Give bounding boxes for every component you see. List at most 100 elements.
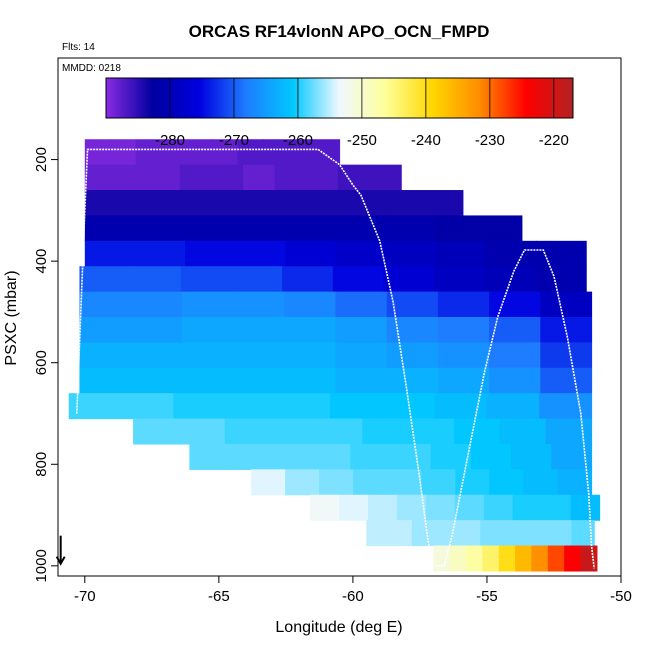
heatmap-cell xyxy=(212,139,239,166)
heatmap-cell xyxy=(525,520,550,547)
colorbar-gradient xyxy=(105,77,574,119)
heatmap-cell xyxy=(181,342,234,369)
colorbar-tick-label: -280 xyxy=(155,132,185,149)
heatmap-cell xyxy=(130,342,183,369)
heatmap-cell xyxy=(135,139,162,166)
flight-track-line xyxy=(76,148,595,569)
heatmap-cell xyxy=(489,342,541,369)
x-tick-label: -50 xyxy=(610,588,632,605)
heatmap-cell xyxy=(306,164,339,191)
heatmap-cell xyxy=(489,367,541,394)
heatmap-cell xyxy=(288,139,315,166)
x-tick-label: -65 xyxy=(208,588,230,605)
colorbar: -280 -270 -260 -250 -240 -230 -220 xyxy=(105,77,574,149)
heatmap-cell xyxy=(433,545,451,572)
heatmap-cell xyxy=(303,215,348,242)
heatmap-cell xyxy=(130,367,183,394)
heatmap-cell xyxy=(434,266,486,293)
heatmap-cell xyxy=(480,520,504,547)
heatmap-cell xyxy=(269,443,311,470)
heatmap-cell xyxy=(229,443,271,470)
heatmap-cell xyxy=(353,469,388,496)
date-note: MMDD: 0218 xyxy=(62,63,121,74)
heatmap-cell xyxy=(311,190,351,217)
heatmap-cell xyxy=(211,164,244,191)
x-axis-label: Longitude (deg E) xyxy=(275,619,402,636)
heatmap-cell xyxy=(79,342,132,369)
heatmap-cell xyxy=(541,494,572,521)
heatmap-cell xyxy=(215,215,261,242)
heatmap-cells xyxy=(68,139,601,572)
heatmap-cell xyxy=(314,139,341,166)
heatmap-cell xyxy=(79,367,132,394)
heatmap-cell xyxy=(564,545,582,572)
heatmap-cell xyxy=(259,215,304,242)
heatmap-cell xyxy=(350,443,392,470)
heatmap-cell xyxy=(425,190,464,217)
heatmap-cell xyxy=(116,164,149,191)
heatmap-cell xyxy=(84,164,118,191)
heatmap-cell xyxy=(536,240,587,267)
heatmap-cell xyxy=(285,240,337,267)
heatmap-cell xyxy=(383,266,435,293)
heatmap-cell xyxy=(539,393,593,420)
y-tick-label: 800 xyxy=(33,452,50,477)
chart-title: ORCAS RF14vlonN APO_OCN_FMPD xyxy=(189,22,490,41)
heatmap-cell xyxy=(274,164,307,191)
heatmap-cell xyxy=(540,291,593,318)
heatmap-cell xyxy=(178,418,226,445)
heatmap-cell xyxy=(128,215,173,242)
heatmap-cell xyxy=(335,317,388,343)
heatmap-cell xyxy=(231,266,283,293)
heatmap-cell xyxy=(84,215,130,242)
heatmap-cell xyxy=(242,164,276,191)
heatmap-cell xyxy=(84,190,124,217)
heatmap-cell xyxy=(273,190,313,217)
heatmap-cell xyxy=(161,139,188,166)
heatmap-cell xyxy=(335,291,388,318)
heatmap-cell xyxy=(235,240,286,267)
heatmap-cell xyxy=(367,494,398,521)
heatmap-cell xyxy=(84,240,136,267)
heatmap-cell xyxy=(338,494,369,521)
heatmap-cell xyxy=(499,418,547,445)
heatmap-cell xyxy=(349,190,388,217)
heatmap-cell xyxy=(130,291,183,318)
heatmap-cell xyxy=(335,367,388,394)
heatmap-cell xyxy=(386,367,439,394)
heatmap-cell xyxy=(454,494,485,521)
heatmap-cell xyxy=(570,494,601,521)
heatmap-cell xyxy=(531,545,549,572)
heatmap-cell xyxy=(233,317,285,343)
heatmap-cell xyxy=(437,342,490,369)
heatmap-cell xyxy=(466,545,483,572)
heatmap-cell xyxy=(284,342,337,369)
heatmap-cell xyxy=(237,139,264,166)
y-tick-label: 600 xyxy=(33,350,50,375)
heatmap-cell xyxy=(489,317,541,343)
heatmap-cell xyxy=(79,291,132,318)
heatmap-cell xyxy=(437,291,490,318)
heatmap-cell xyxy=(330,393,383,420)
heatmap-cell xyxy=(332,266,385,293)
x-tick-label: -55 xyxy=(476,588,498,605)
plot-frame xyxy=(57,57,622,577)
heatmap-cell xyxy=(453,418,501,445)
colorbar-tick-label: -240 xyxy=(411,132,441,149)
y-axis-label: PSXC (mbar) xyxy=(3,270,20,365)
heatmap-cell xyxy=(284,291,337,318)
heatmap-cell xyxy=(284,367,337,394)
heatmap-cell xyxy=(387,469,422,496)
heatmap-cell xyxy=(198,190,237,217)
heatmap-cell xyxy=(122,190,162,217)
heatmap-cell xyxy=(489,469,525,496)
heatmap-cell xyxy=(181,291,234,318)
heatmap-cell xyxy=(551,443,593,470)
flight-track xyxy=(76,148,595,569)
heatmap-cell xyxy=(130,317,183,343)
y-tick-label: 400 xyxy=(33,249,50,274)
heatmap-cell xyxy=(233,367,285,394)
heatmap-cell xyxy=(430,443,472,470)
heatmap-cell xyxy=(390,443,432,470)
heatmap-cell xyxy=(369,164,402,191)
